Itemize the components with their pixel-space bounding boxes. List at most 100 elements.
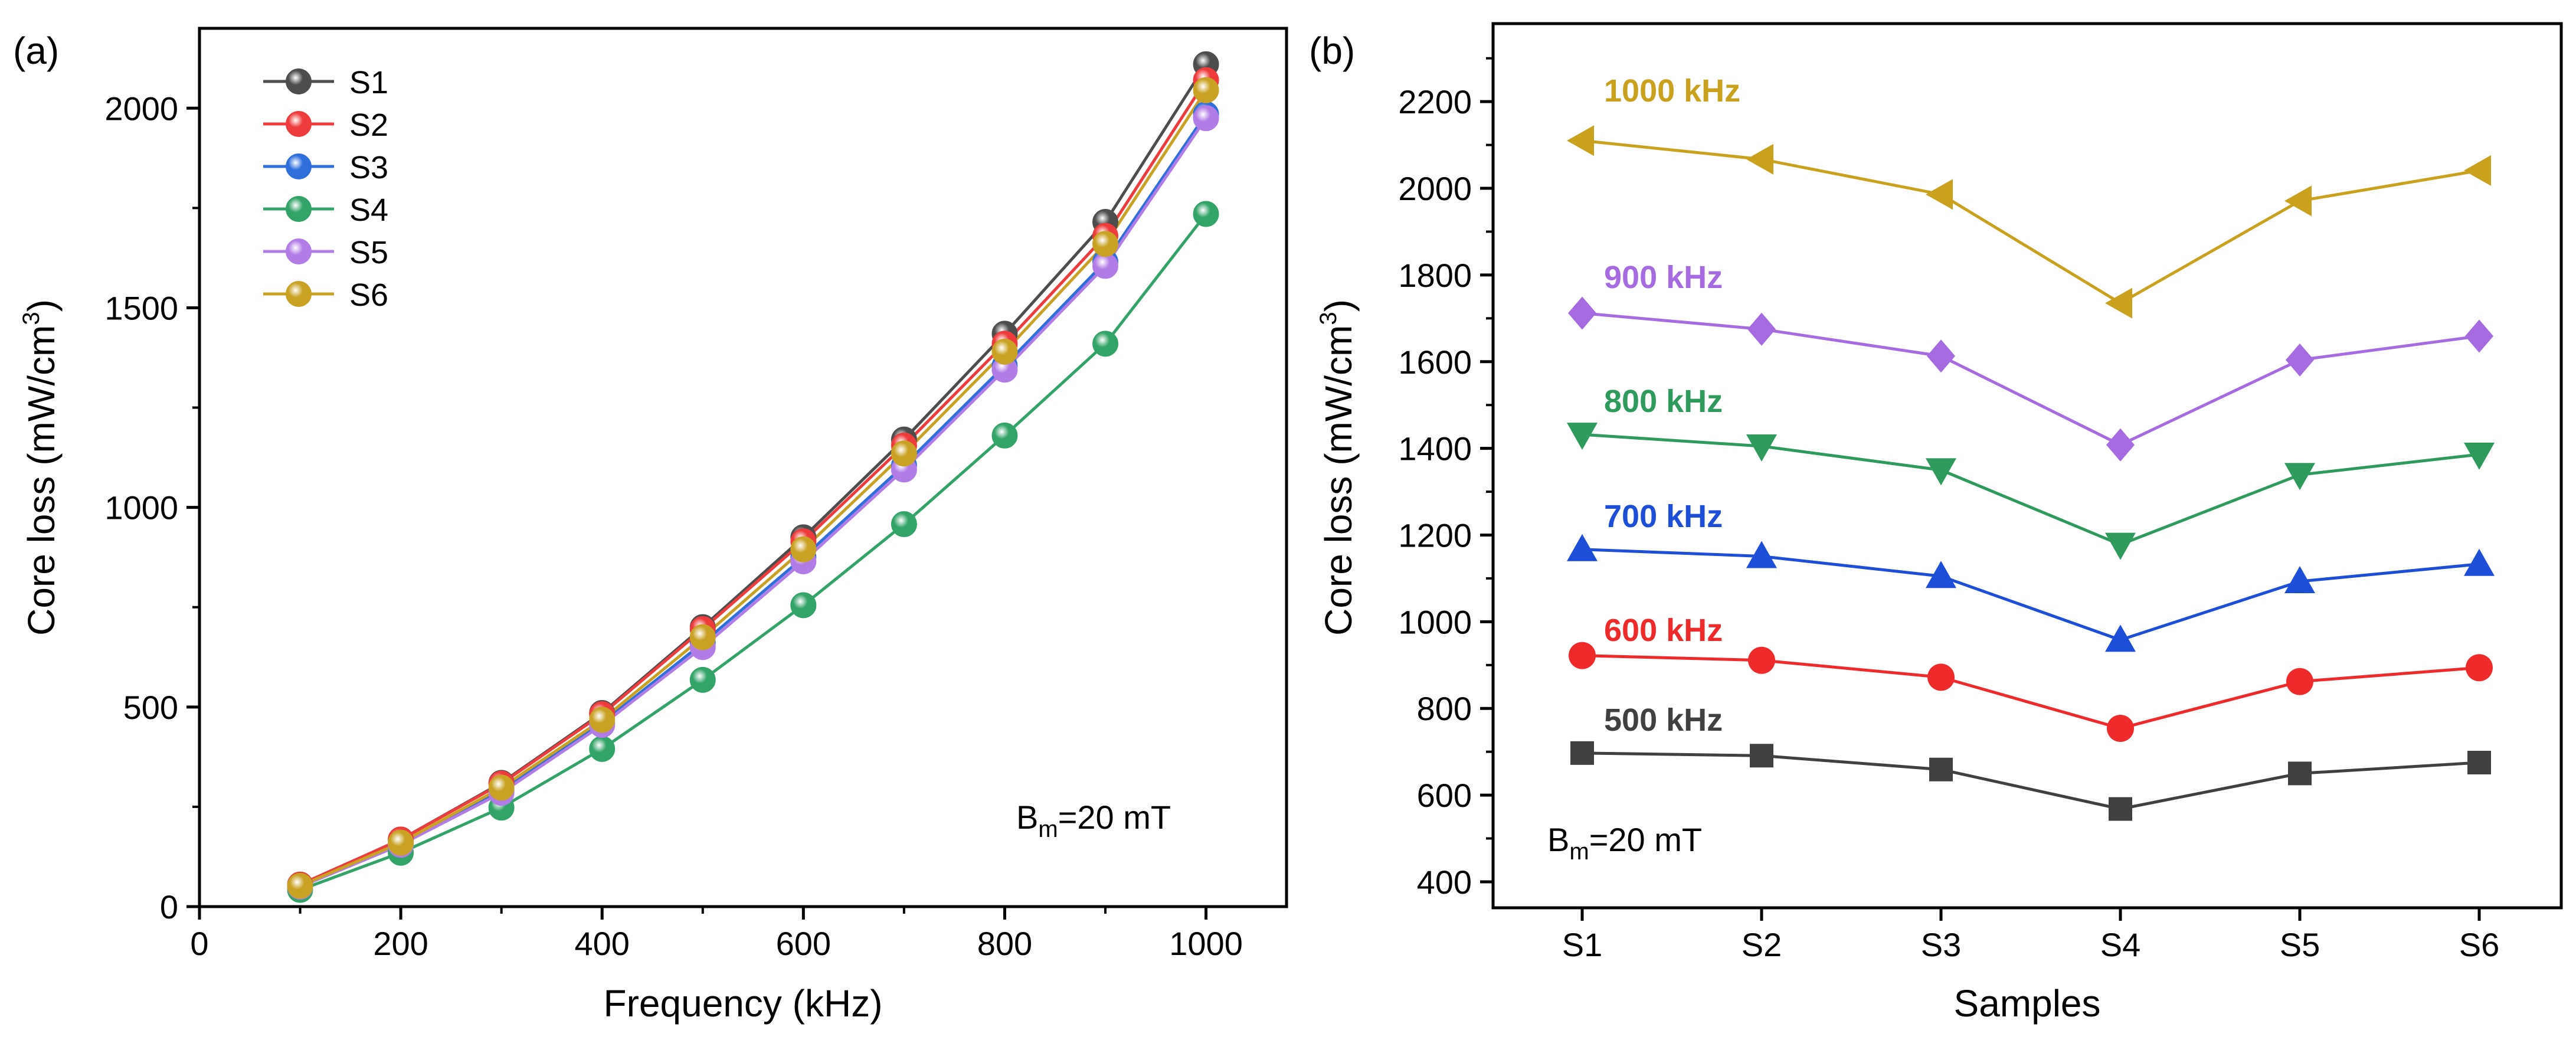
series-S1-line [299,63,1207,887]
series-600-khz-point [1748,646,1775,674]
panel-b-x-axis: S1 S2 S3 S4 S5 S6 [1562,908,2499,963]
panel-b-y-tick-label: 2000 [1398,170,1472,207]
series-1000-khz-point [2284,185,2312,217]
series-700-khz-line [1582,548,2480,642]
series-700-khz-point [2105,624,2136,652]
series-900-khz-label: 900 kHz [1604,260,1723,295]
series-500-khz-label: 500 kHz [1604,702,1723,738]
series-600-khz-label: 600 kHz [1604,613,1723,648]
series-600-khz-line [1582,654,2480,730]
legend-S5-marker [286,238,312,264]
panel-b-series-group [1567,125,2495,821]
panel-b-x-tick-label: S1 [1562,926,1603,963]
series-700-khz-label: 700 kHz [1604,499,1723,534]
series-700-khz-point [2464,548,2495,576]
panel-a-y-axis: 0 500 1000 1500 2000 [104,90,199,925]
series-S5-line [299,117,1207,888]
panel-b-bm-annotation: Bm=20 mT [1547,821,1702,865]
series-800-khz-point [1746,434,1777,462]
panel-a-y-axis-title: Core loss (mW/cm3) [18,299,63,636]
series-1000-khz-point [1926,179,1953,210]
series-900-khz-point [2106,428,2135,462]
panel-b-y-tick-label: 1400 [1398,430,1472,467]
series-800-khz-point [1567,423,1598,450]
panel-a-x-tick-label: 200 [373,925,428,962]
series-1000-khz-point [2464,155,2491,186]
series-S4-point [1193,201,1219,227]
series-1000-khz-label: 1000 kHz [1604,73,1740,109]
series-S4-point [891,511,917,538]
panel-a-x-tick-label: 1000 [1169,925,1243,962]
panel-a-x-tick-label: 800 [977,925,1032,962]
panel-a-chart: (a) 0 200 400 600 800 1000 0 500 1000 1500 2000 F… [13,27,1288,1025]
series-900-khz-point [1747,312,1776,346]
series-S4-point [589,735,616,762]
panel-a-legend: S1 S2 S3 S4 S5 S6 [263,65,388,313]
panel-a-x-tick-label: 600 [776,925,831,962]
series-S6-point [1092,231,1118,257]
panel-a-frame [198,27,1288,908]
series-900-khz-point [2465,319,2493,353]
panel-b-y-tick-label: 1600 [1398,344,1472,381]
series-S6-point [991,338,1018,365]
legend-S6-marker [286,281,312,307]
legend-S5-label: S5 [349,235,388,270]
legend-S6-label: S6 [349,277,388,313]
series-S4-point [991,422,1018,449]
panel-b-label: (b) [1309,30,1355,72]
series-1000-khz-line [1582,139,2480,305]
series-S3-line [299,113,1207,888]
series-S5-point [1092,253,1118,279]
series-1000-khz-point [1746,143,1773,175]
series-S6-line [299,89,1207,888]
panel-a-y-tick-label: 2000 [104,90,178,127]
series-700-khz-point [2284,566,2315,594]
series-500-khz-point [1570,741,1594,765]
series-800-khz-label: 800 kHz [1604,384,1723,419]
series-600-khz-point [1927,663,1955,691]
panel-b-x-tick-label: S5 [2280,926,2320,963]
series-700-khz-point [1567,534,1598,561]
series-700-khz-point [1746,541,1777,568]
panel-b-y-tick-label: 800 [1417,690,1472,727]
panel-a-x-axis-title: Frequency (kHz) [604,982,883,1025]
series-900-khz-line [1582,312,2480,447]
series-900-khz-point [2286,343,2314,377]
panel-a-y-tick-label: 1500 [104,289,178,326]
series-700-khz-point [1926,561,1956,588]
legend-S4-label: S4 [349,192,388,228]
panel-a-series-group [287,51,1219,903]
series-500-khz-point [2109,797,2132,821]
series-S6-point [388,829,414,856]
series-800-khz-point [1926,458,1956,486]
series-500-khz-point [1750,744,1773,768]
series-500-khz-point [2467,751,2491,775]
panel-b-x-axis-title: Samples [1954,982,2101,1025]
series-600-khz-point [2466,654,2493,682]
legend-S2-marker [286,111,312,137]
series-S6-point [287,872,313,899]
series-900-khz-point [1927,339,1955,373]
series-S4-point [1092,331,1118,357]
panel-b-y-tick-label: 1800 [1398,257,1472,294]
panel-a-y-tick-label: 1000 [104,489,178,526]
series-800-khz-point [2284,463,2315,490]
panel-b-y-tick-label: 2200 [1398,83,1472,120]
series-1000-khz-point [2105,287,2132,319]
series-600-khz-point [1569,642,1596,669]
series-600-khz-point [2107,714,2134,742]
series-1000-khz-point [1567,125,1594,156]
panel-b-chart: (b) S1 S2 S3 S4 S5 S6 400 600 800 1000 1200 1400 16… [1309,22,2563,1025]
panel-b-y-tick-label: 1200 [1398,516,1472,554]
series-500-khz-line [1582,751,2480,811]
panel-a-x-tick-label: 400 [575,925,630,962]
legend-S2-label: S2 [349,107,388,143]
series-S5-point [1193,105,1219,132]
series-500-khz-point [2288,761,2312,786]
series-S6-point [689,624,716,650]
series-S4-point [689,666,716,693]
series-S6-point [589,707,616,733]
series-S4-line [299,212,1207,891]
series-900-khz-point [1568,296,1596,330]
